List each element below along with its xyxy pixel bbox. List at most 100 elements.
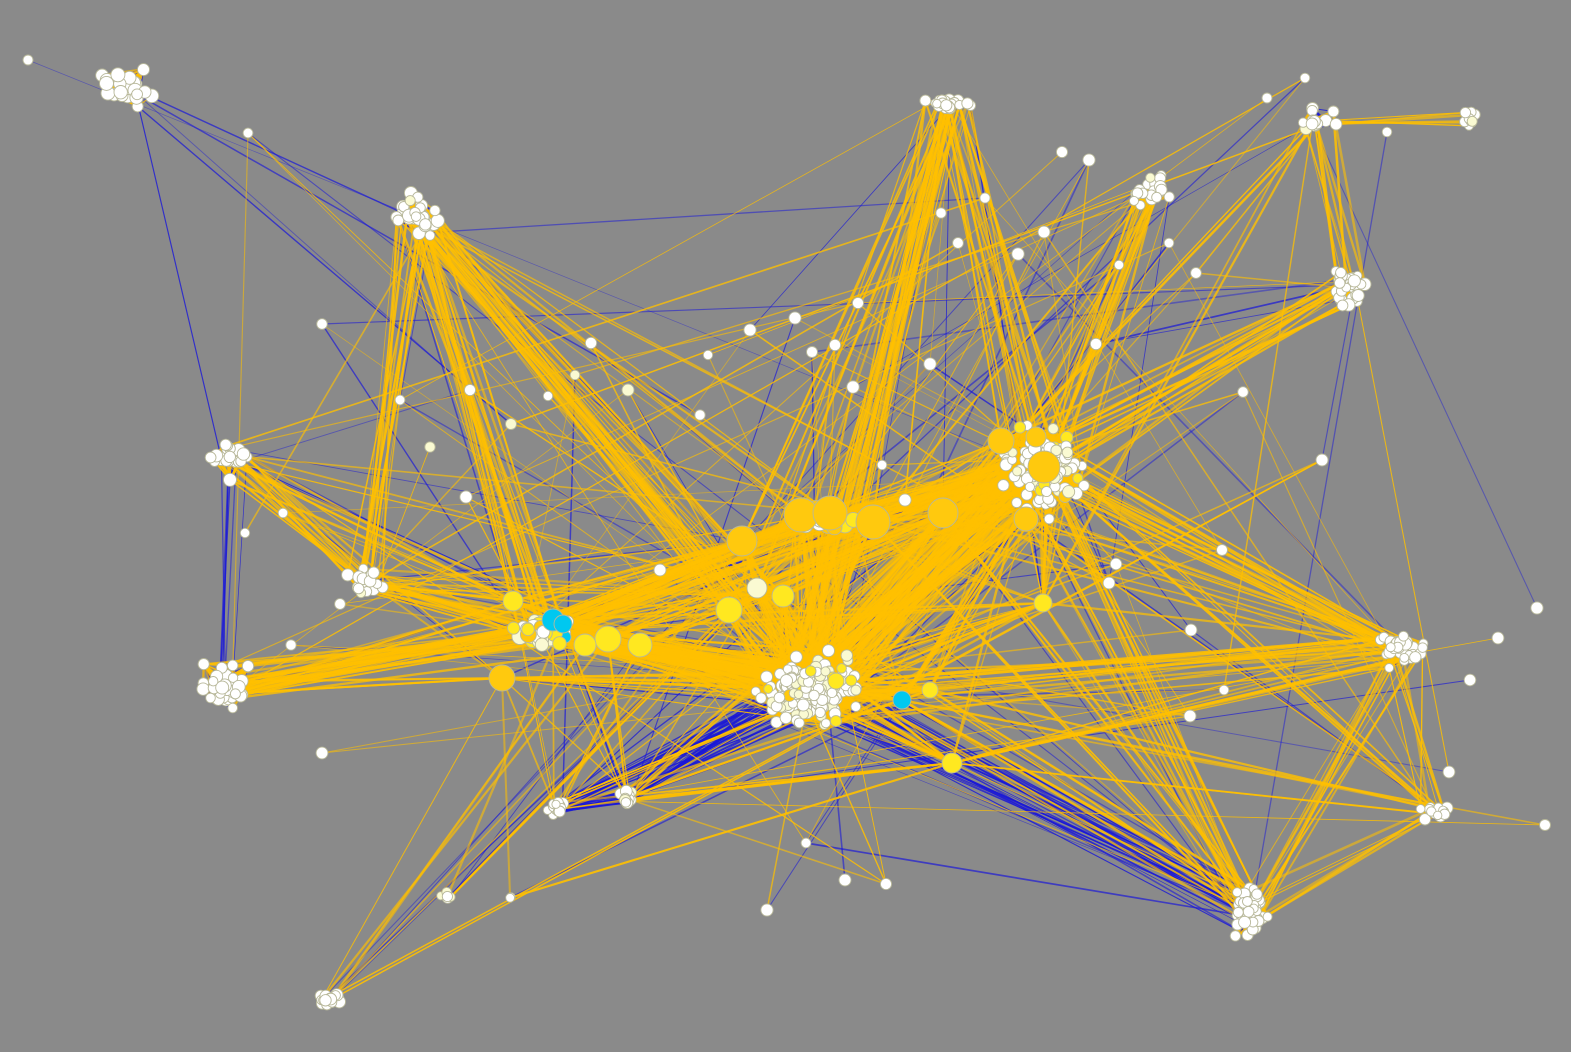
graph-node-hub[interactable] [892, 690, 912, 710]
graph-node[interactable] [352, 582, 365, 595]
graph-node-peripheral[interactable] [760, 903, 774, 917]
graph-node[interactable] [820, 666, 831, 677]
graph-node[interactable] [1459, 106, 1472, 119]
graph-node[interactable] [1306, 104, 1318, 117]
graph-node-hub[interactable] [502, 590, 524, 612]
graph-node[interactable] [429, 204, 441, 217]
graph-node-peripheral[interactable] [979, 192, 991, 204]
graph-node-hub[interactable] [812, 495, 848, 531]
graph-node[interactable] [760, 670, 773, 684]
graph-node-peripheral[interactable] [743, 323, 757, 337]
graph-node-peripheral[interactable] [1539, 819, 1551, 831]
graph-node[interactable] [829, 715, 842, 728]
graph-node[interactable] [1347, 274, 1361, 288]
graph-node-peripheral[interactable] [239, 527, 251, 539]
graph-node-peripheral[interactable] [1113, 259, 1125, 271]
graph-node[interactable] [1242, 896, 1253, 907]
graph-node-peripheral[interactable] [1183, 709, 1197, 723]
graph-node[interactable] [1336, 299, 1349, 312]
graph-node-peripheral[interactable] [935, 207, 947, 219]
graph-node[interactable] [219, 438, 232, 451]
graph-node[interactable] [229, 688, 241, 700]
graph-node-peripheral[interactable] [285, 639, 297, 651]
graph-node-hub[interactable] [921, 681, 939, 699]
graph-node-peripheral[interactable] [838, 873, 852, 887]
graph-node-hub[interactable] [827, 672, 845, 690]
graph-node[interactable] [99, 75, 114, 91]
graph-node-peripheral[interactable] [851, 296, 865, 310]
graph-node-peripheral[interactable] [923, 357, 937, 371]
graph-node[interactable] [204, 451, 217, 464]
graph-node[interactable] [997, 479, 1010, 492]
graph-node[interactable] [1242, 905, 1255, 918]
graph-node[interactable] [1062, 485, 1076, 499]
graph-node[interactable] [507, 621, 521, 635]
graph-node-hub[interactable] [987, 427, 1015, 455]
graph-node-peripheral[interactable] [1109, 557, 1123, 571]
graph-node[interactable] [215, 680, 230, 695]
graph-node[interactable] [1333, 277, 1346, 289]
graph-node-hub[interactable] [1033, 593, 1053, 613]
graph-node-peripheral[interactable] [242, 127, 254, 139]
graph-node-hub[interactable] [941, 752, 963, 774]
graph-node[interactable] [208, 676, 219, 687]
graph-node-peripheral[interactable] [898, 493, 912, 507]
graph-node-peripheral[interactable] [653, 563, 667, 577]
graph-node[interactable] [1229, 930, 1242, 942]
graph-node-hub[interactable] [553, 614, 573, 634]
graph-node[interactable] [1163, 191, 1175, 203]
graph-node-peripheral[interactable] [22, 54, 34, 66]
graph-node-peripheral[interactable] [334, 598, 346, 610]
graph-node-peripheral[interactable] [277, 507, 289, 519]
graph-node-hub[interactable] [746, 577, 768, 599]
graph-node[interactable] [1398, 630, 1409, 642]
graph-node[interactable] [236, 447, 251, 461]
graph-node-hub[interactable] [1013, 506, 1039, 532]
graph-node[interactable] [822, 644, 835, 658]
graph-node[interactable] [850, 701, 862, 712]
graph-node[interactable] [808, 689, 820, 702]
graph-node[interactable] [850, 684, 862, 696]
graph-node[interactable] [241, 659, 255, 673]
graph-node-hub[interactable] [573, 633, 597, 657]
graph-node[interactable] [793, 717, 805, 729]
graph-node[interactable] [197, 658, 210, 671]
graph-node-peripheral[interactable] [806, 346, 818, 358]
graph-node[interactable] [1050, 444, 1062, 457]
graph-node[interactable] [1466, 115, 1478, 127]
graph-node-hub[interactable] [627, 632, 653, 658]
graph-node-peripheral[interactable] [1237, 386, 1249, 398]
graph-node[interactable] [205, 692, 216, 704]
graph-node[interactable] [505, 892, 515, 903]
graph-node-peripheral[interactable] [828, 338, 842, 352]
graph-node[interactable] [1384, 663, 1395, 673]
graph-node[interactable] [1072, 472, 1084, 484]
graph-node-peripheral[interactable] [424, 441, 436, 453]
graph-node[interactable] [341, 568, 355, 582]
graph-node[interactable] [1043, 513, 1055, 525]
graph-node-hub[interactable] [855, 504, 891, 540]
graph-node[interactable] [1385, 642, 1396, 653]
graph-node[interactable] [1305, 117, 1319, 131]
graph-node[interactable] [1129, 195, 1139, 206]
graph-node-peripheral[interactable] [800, 837, 812, 849]
graph-node-peripheral[interactable] [1184, 623, 1198, 637]
graph-node-peripheral[interactable] [1261, 92, 1273, 104]
graph-node[interactable] [1232, 887, 1243, 898]
graph-node-peripheral[interactable] [463, 383, 477, 397]
graph-node-peripheral[interactable] [316, 318, 328, 330]
graph-node-peripheral[interactable] [876, 459, 888, 471]
graph-node[interactable] [804, 665, 817, 677]
graph-node-peripheral[interactable] [621, 383, 635, 397]
graph-node[interactable] [551, 799, 561, 809]
graph-node[interactable] [940, 99, 953, 112]
graph-node-peripheral[interactable] [1530, 601, 1544, 615]
graph-node[interactable] [780, 674, 793, 688]
graph-node[interactable] [223, 450, 236, 464]
graph-node[interactable] [755, 692, 767, 704]
graph-node[interactable] [1012, 466, 1023, 477]
graph-node-hub[interactable] [1025, 426, 1047, 448]
graph-node[interactable] [113, 85, 128, 100]
graph-node[interactable] [1232, 906, 1244, 918]
graph-node-peripheral[interactable] [1089, 337, 1103, 351]
